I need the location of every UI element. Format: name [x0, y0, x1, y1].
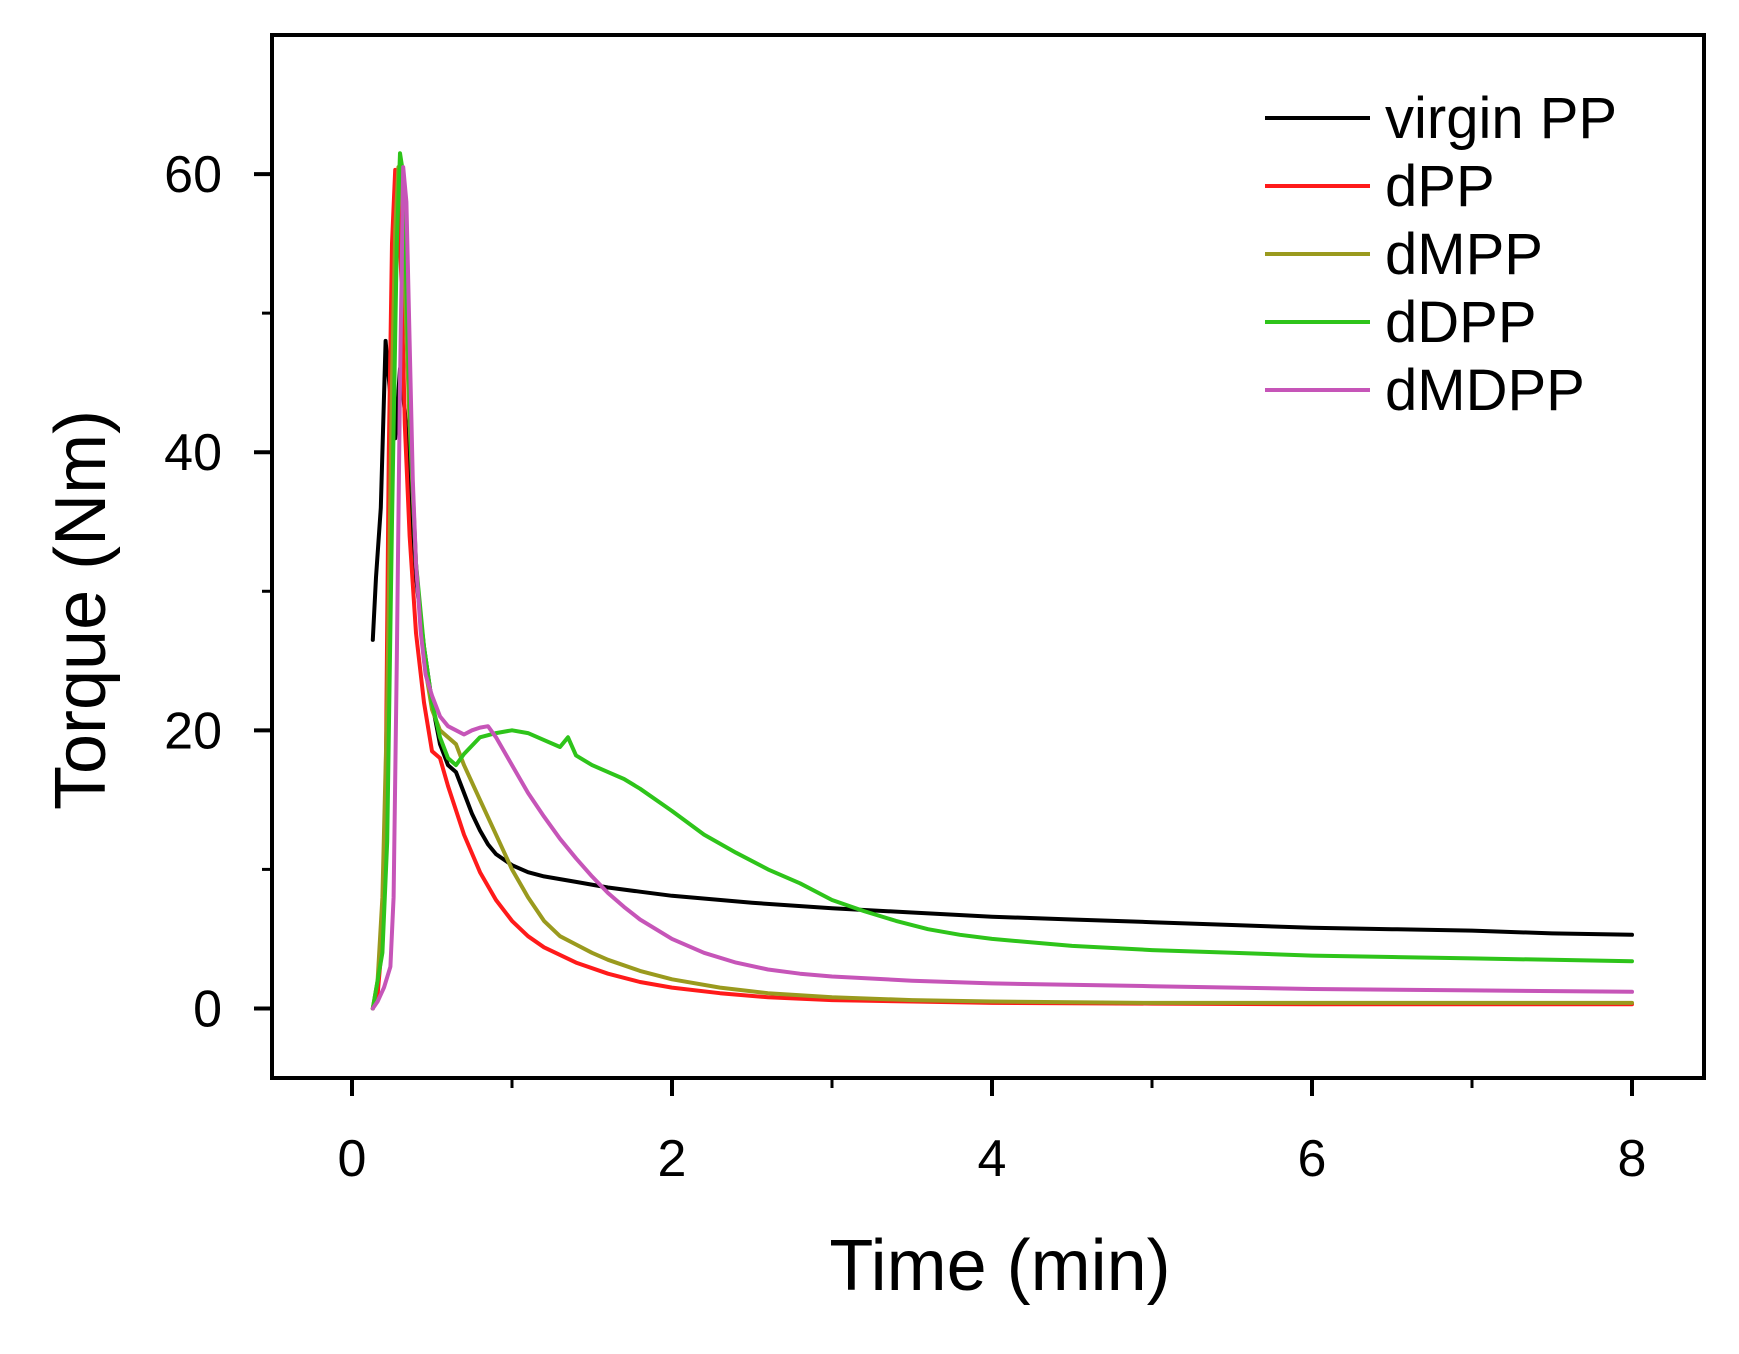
y-tick-label-20: 20 — [164, 702, 222, 760]
y-tick-label-0: 0 — [193, 980, 222, 1038]
series-line-virgin-pp — [370, 338, 1634, 937]
x-tick-label-0: 0 — [338, 1130, 367, 1188]
x-tick-label-6: 6 — [1298, 1130, 1327, 1188]
legend-label-dmdpp: dMDPP — [1385, 358, 1585, 423]
x-tick-label-2: 2 — [658, 1130, 687, 1188]
series-group — [370, 151, 1634, 1011]
series-line-ddpp — [370, 151, 1634, 1011]
legend-label-dpp: dPP — [1385, 154, 1495, 219]
y-tick-label-40: 40 — [164, 424, 222, 482]
series-line-dpp — [370, 167, 1634, 1011]
legend-label-ddpp: dDPP — [1385, 290, 1537, 355]
legend-label-dmpp: dMPP — [1385, 222, 1543, 287]
y-tick-label-60: 60 — [164, 146, 222, 204]
legend-label-virgin-pp: virgin PP — [1385, 86, 1617, 151]
axis-ticks: 0 2 4 6 8 0 20 40 60 — [164, 146, 1646, 1188]
series-line-dmdpp — [370, 165, 1634, 1011]
x-tick-label-4: 4 — [978, 1130, 1007, 1188]
x-tick-label-8: 8 — [1618, 1130, 1647, 1188]
y-axis-title: Torque (Nm) — [41, 410, 121, 810]
plot-frame — [270, 33, 1706, 1080]
x-axis-title: Time (min) — [829, 1226, 1170, 1306]
